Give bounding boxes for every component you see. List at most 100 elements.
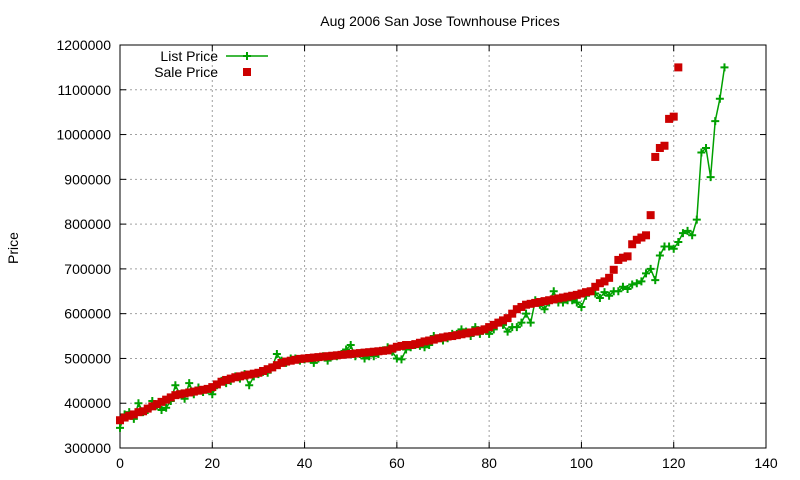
sale-price-point — [254, 368, 263, 377]
x-tick-label: 60 — [389, 455, 405, 471]
sale-price-point — [245, 370, 254, 379]
list-price-point — [116, 423, 124, 432]
sale-price-point — [545, 296, 554, 305]
sale-price-point — [628, 240, 637, 249]
sale-price-point — [618, 253, 627, 262]
sale-price-point — [503, 314, 512, 323]
y-tick-label: 300000 — [64, 440, 111, 456]
sale-price-point — [605, 273, 614, 282]
list-price-point — [185, 379, 194, 388]
list-price-point — [346, 341, 355, 350]
sale-price-point — [632, 235, 641, 244]
sale-price-point — [139, 407, 148, 416]
sale-price-point — [535, 298, 544, 307]
list-price-point — [572, 298, 581, 307]
sale-price-point — [508, 309, 517, 318]
y-tick-label: 900000 — [64, 171, 111, 187]
sale-price-point — [263, 365, 272, 374]
sale-price-point — [642, 231, 651, 240]
sale-price-point — [235, 372, 244, 381]
sale-price-point — [568, 291, 577, 300]
sale-price-point — [443, 332, 452, 341]
sale-price-point — [180, 389, 189, 398]
sale-price-point — [660, 141, 669, 150]
y-tick-label: 1200000 — [56, 37, 111, 53]
y-axis-label: Price — [5, 232, 21, 264]
series-layer — [116, 63, 729, 432]
sale-price-point — [342, 350, 351, 359]
y-tick-label: 600000 — [64, 306, 111, 322]
sale-price-point — [323, 352, 332, 361]
sale-price-point — [429, 335, 438, 344]
x-tick-label: 40 — [297, 455, 313, 471]
sale-price-point — [217, 377, 226, 386]
sale-price-point — [448, 332, 457, 341]
sale-price-point — [337, 350, 346, 359]
sale-price-point — [489, 320, 498, 329]
sale-price-point — [369, 347, 378, 356]
sale-price-point — [134, 408, 143, 417]
sale-price-point — [346, 349, 355, 358]
sale-price-point — [665, 114, 674, 123]
list-price-point — [646, 264, 655, 273]
y-tick-label: 400000 — [64, 395, 111, 411]
sale-price-point — [397, 341, 406, 350]
sale-price-point — [175, 390, 184, 399]
sale-price-point — [295, 354, 304, 363]
list-price-point — [674, 238, 683, 247]
sale-price-point — [360, 348, 369, 357]
sale-price-point — [189, 387, 198, 396]
list-price-point — [711, 117, 720, 126]
sale-price-point — [129, 410, 138, 419]
sale-price-point — [166, 393, 175, 402]
sale-price-point — [558, 293, 567, 302]
x-tick-label: 120 — [662, 455, 686, 471]
y-tick-label: 500000 — [64, 350, 111, 366]
sale-price-point — [420, 337, 429, 346]
list-price-point — [577, 302, 586, 311]
sale-price-point — [379, 346, 388, 355]
sale-price-point — [351, 349, 360, 358]
sale-price-point — [572, 290, 581, 299]
sale-price-point — [171, 391, 180, 400]
list-price-point — [706, 173, 715, 182]
list-price-point — [688, 231, 697, 240]
sale-price-point — [194, 386, 203, 395]
list-price-point — [683, 226, 692, 235]
list-price-point — [397, 355, 406, 364]
sale-price-point — [517, 302, 526, 311]
y-tick-label: 1000000 — [56, 127, 111, 143]
sale-price-point — [439, 333, 447, 342]
sale-price-point — [471, 327, 480, 336]
list-price-point — [522, 309, 531, 318]
sale-price-point — [522, 300, 531, 309]
sale-price-point — [480, 325, 489, 334]
sale-price-point — [355, 349, 364, 358]
sale-price-point — [203, 384, 212, 393]
sale-price-point — [185, 388, 194, 397]
plot-frame — [119, 44, 767, 449]
legend-label-list-price: List Price — [160, 48, 218, 64]
sale-price-point — [554, 294, 563, 303]
y-tick-label: 800000 — [64, 216, 111, 232]
sale-price-point — [319, 352, 328, 361]
sale-price-point — [614, 255, 623, 264]
list-price-point — [651, 276, 660, 285]
sale-price-point — [452, 331, 461, 340]
sale-price-point — [157, 397, 166, 406]
list-price-point — [272, 349, 281, 358]
sale-price-point — [249, 369, 258, 378]
list-price-point — [171, 381, 180, 390]
sale-price-point — [563, 292, 572, 301]
legend-label-sale-price: Sale Price — [154, 64, 218, 80]
sale-price-point — [475, 326, 484, 335]
sale-price-point — [125, 411, 134, 420]
sale-price-point — [383, 346, 392, 355]
sale-price-point — [332, 351, 341, 360]
list-price-point — [600, 288, 609, 297]
sale-price-point — [314, 353, 323, 362]
list-price-point — [623, 285, 632, 294]
sale-price-point — [531, 298, 540, 307]
sale-price-point — [148, 402, 157, 411]
